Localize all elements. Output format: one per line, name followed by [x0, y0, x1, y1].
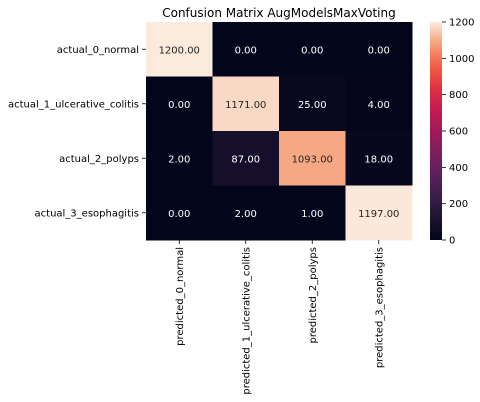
heatmap-cell	[279, 185, 346, 241]
heatmap-cell	[146, 76, 213, 132]
colorbar-tick-label: 800	[449, 90, 468, 101]
cell-value-label: 0.00	[168, 209, 190, 220]
heatmap-cell	[212, 22, 280, 77]
cell-value-label: 18.00	[364, 154, 393, 165]
colorbar-tick-label: 1000	[449, 54, 474, 65]
heatmap-cell	[212, 185, 280, 241]
y-tick-label: actual_3_esophagitis	[35, 208, 139, 219]
chart-title: Confusion Matrix AugModelsMaxVoting	[162, 6, 396, 20]
colorbar-tick-label: 0	[449, 236, 455, 247]
colorbar-tick-label: 1200	[449, 18, 474, 29]
heatmap-cells	[146, 22, 413, 241]
heatmap-cell	[345, 131, 413, 186]
x-axis: predicted_0_normal predicted_1_ulcerative…	[175, 240, 385, 395]
cell-value-label: 87.00	[231, 154, 260, 165]
cell-value-label: 25.00	[298, 100, 327, 111]
cell-value-label: 4.00	[368, 100, 390, 111]
colorbar-axis: 0 200 400 600 800 1000 1200	[442, 18, 474, 247]
heatmap-cell	[146, 22, 213, 77]
cell-value-label: 1200.00	[159, 45, 200, 56]
y-tick-label: actual_0_normal	[57, 45, 139, 56]
heatmap-cell	[146, 131, 213, 186]
colorbar-tick-label: 600	[449, 127, 468, 138]
cell-value-label: 2.00	[235, 209, 257, 220]
heatmap-cell	[345, 22, 413, 77]
cell-value-label: 0.00	[235, 45, 257, 56]
heatmap-cell	[212, 131, 280, 186]
heatmap-cell	[212, 76, 280, 132]
heatmap-cell	[345, 185, 413, 241]
cell-value-label: 0.00	[168, 100, 190, 111]
x-tick-label: predicted_3_esophagitis	[374, 247, 385, 368]
cell-value-label: 1093.00	[292, 154, 333, 165]
heatmap-cell	[279, 131, 346, 186]
colorbar	[430, 22, 442, 240]
cell-value-label: 1171.00	[225, 100, 266, 111]
y-tick-label: actual_1_ulcerative_colitis	[8, 99, 139, 110]
cell-value-label: 0.00	[368, 45, 390, 56]
x-tick-label: predicted_2_polyps	[308, 247, 319, 344]
x-tick-label: predicted_1_ulcerative_colitis	[241, 247, 252, 395]
cell-value-label: 0.00	[301, 45, 323, 56]
y-tick-label: actual_2_polyps	[59, 154, 139, 165]
cell-value-label: 1.00	[301, 209, 323, 220]
x-tick-label: predicted_0_normal	[175, 247, 186, 346]
heatmap-cell	[345, 76, 413, 132]
colorbar-tick-label: 400	[449, 163, 468, 174]
cell-value-label: 2.00	[168, 154, 190, 165]
heatmap-cell	[279, 22, 346, 77]
heatmap-cell-labels: 1200.00 0.00 0.00 0.00 0.00 1171.00 25.00 4.00 2…	[159, 45, 400, 220]
heatmap-cell	[279, 76, 346, 132]
y-axis: actual_0_normal actual_1_ulcerative_colit…	[8, 45, 146, 219]
cell-value-label: 1197.00	[358, 209, 399, 220]
heatmap-cell	[146, 185, 213, 241]
colorbar-tick-label: 200	[449, 199, 468, 210]
